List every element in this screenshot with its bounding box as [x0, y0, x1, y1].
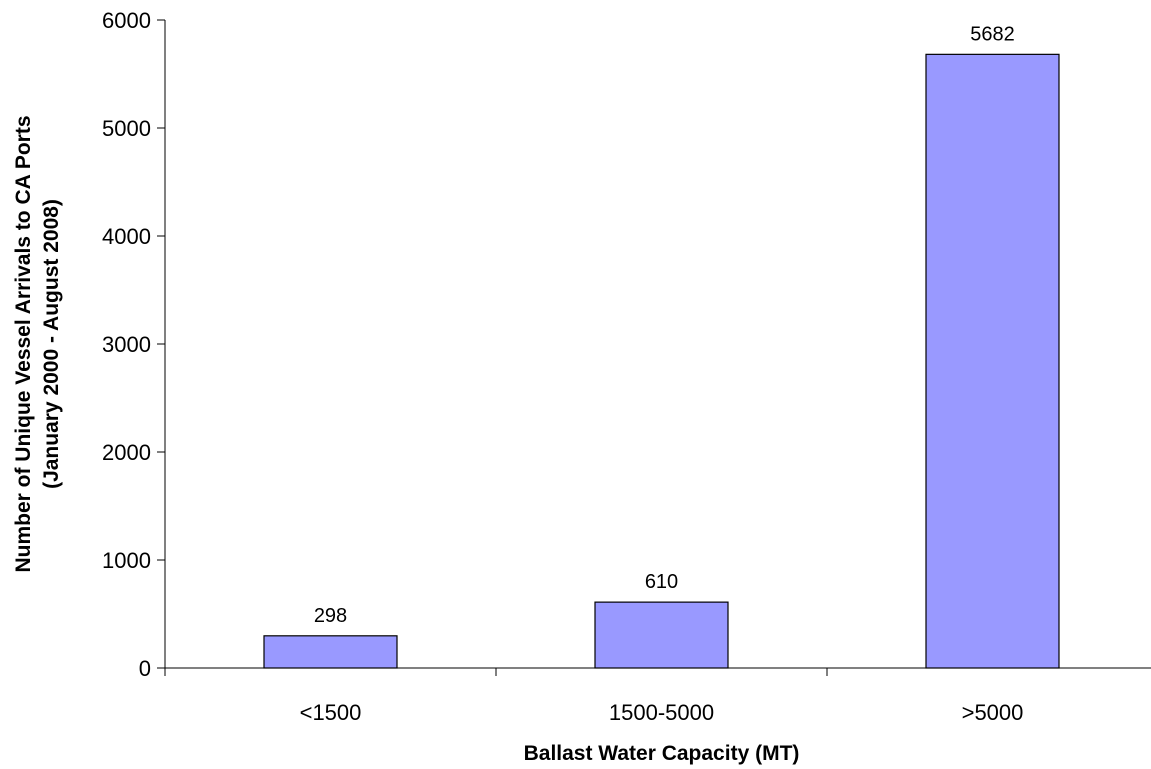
y-axis-title-line1: Number of Unique Vessel Arrivals to CA P… [12, 115, 35, 572]
bar [263, 635, 398, 669]
y-tick-label: 5000 [102, 116, 151, 141]
y-tick-label: 2000 [102, 440, 151, 465]
y-tick-label: 1000 [102, 548, 151, 573]
x-tick-label: 1500-5000 [609, 700, 714, 725]
x-tick-label: <1500 [300, 700, 362, 725]
bar-data-label: 610 [645, 571, 678, 593]
x-axis-title: Ballast Water Capacity (MT) [524, 742, 800, 765]
y-tick-label: 6000 [102, 8, 151, 33]
bar-data-label: 5682 [970, 23, 1015, 45]
bar [925, 53, 1060, 669]
bars-group: 298 610 5682 [263, 23, 1060, 669]
bar-data-label: 298 [314, 605, 347, 627]
y-tick-label: 0 [139, 656, 151, 681]
y-tick-label: 4000 [102, 224, 151, 249]
x-axis-ticks: <1500 1500-5000 >5000 [164, 668, 1024, 725]
y-axis-title-line2: (January 2000 - August 2008) [40, 199, 63, 489]
bar [594, 601, 729, 669]
x-tick-label: >5000 [962, 700, 1024, 725]
y-tick-label: 3000 [102, 332, 151, 357]
y-axis-ticks: 0 1000 2000 3000 4000 5000 6000 [102, 8, 165, 681]
